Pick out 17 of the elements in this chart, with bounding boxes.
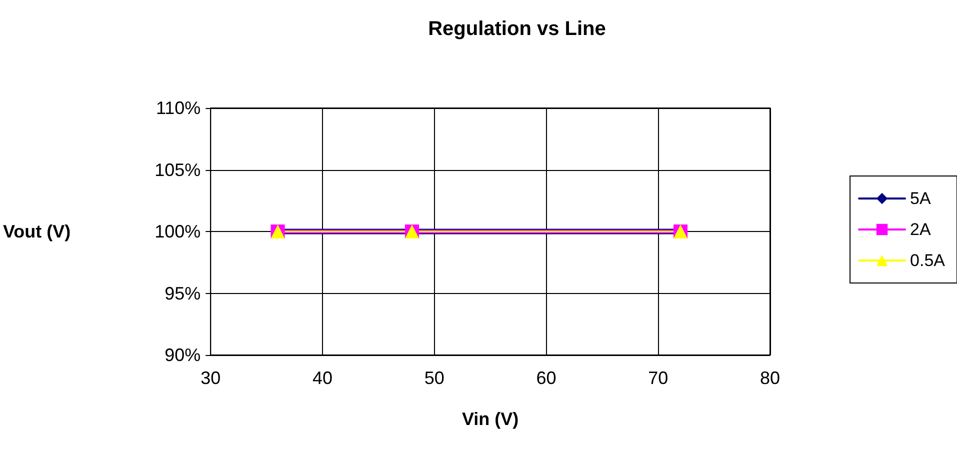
x-tick-label: 70 (648, 368, 668, 388)
y-tick-label: 110% (156, 98, 201, 118)
y-axis-title: Vout (V) (2, 222, 71, 242)
x-tick-label: 40 (312, 368, 333, 388)
y-tick-label: 105% (154, 160, 201, 180)
x-tick-label: 80 (760, 368, 780, 388)
y-tick-label: 100% (154, 222, 201, 242)
x-tick-label: 60 (536, 368, 556, 388)
y-tick-label: 95% (164, 283, 201, 304)
x-tick-label: 30 (200, 368, 221, 388)
x-tick-label: 50 (424, 368, 444, 388)
legend-label: 2A (910, 220, 932, 239)
legend-label: 0.5A (910, 251, 946, 270)
x-axis-title: Vin (V) (462, 409, 519, 429)
chart-title: Regulation vs Line (428, 18, 606, 40)
legend-label: 5A (910, 189, 932, 208)
y-tick-label: 90% (164, 345, 201, 365)
